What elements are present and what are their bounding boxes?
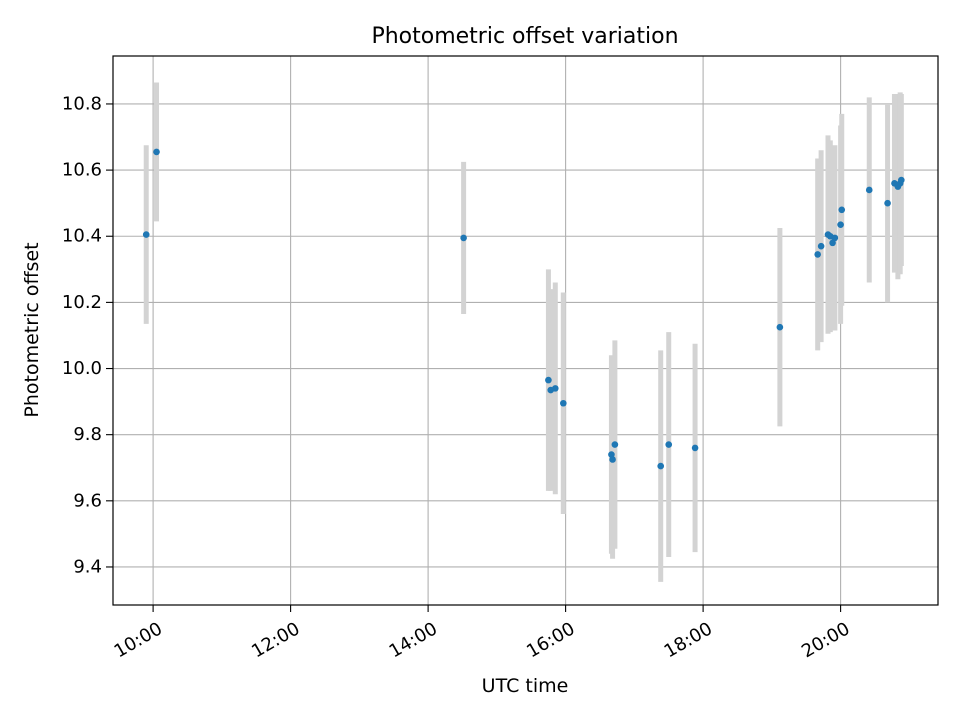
data-point bbox=[551, 385, 559, 392]
y-tick-label: 9.6 bbox=[73, 490, 102, 511]
y-tick-label: 10.4 bbox=[62, 226, 102, 247]
data-point bbox=[837, 221, 844, 228]
y-tick-label: 10.2 bbox=[62, 292, 102, 313]
y-tick-label: 9.4 bbox=[73, 556, 102, 577]
data-point bbox=[142, 231, 150, 238]
data-point bbox=[831, 234, 839, 242]
data-point bbox=[838, 206, 846, 214]
data-point bbox=[665, 441, 673, 448]
data-point bbox=[153, 148, 160, 156]
data-point bbox=[545, 376, 552, 384]
x-axis-label: UTC time bbox=[482, 675, 569, 697]
plot-frame bbox=[112, 55, 939, 606]
data-point-layer bbox=[142, 148, 905, 470]
y-tick-label: 10.6 bbox=[62, 160, 102, 181]
y-tick-label: 9.8 bbox=[73, 424, 102, 445]
data-point bbox=[814, 251, 821, 258]
y-tick-label: 10.0 bbox=[62, 358, 102, 379]
data-point bbox=[829, 239, 836, 247]
data-point bbox=[611, 441, 619, 448]
y-axis-label: Photometric offset bbox=[21, 242, 43, 417]
data-point bbox=[657, 462, 665, 470]
data-point bbox=[817, 242, 825, 250]
data-point bbox=[691, 444, 699, 452]
chart-title: Photometric offset variation bbox=[371, 24, 678, 49]
data-point bbox=[609, 456, 616, 463]
y-tick-label: 10.8 bbox=[62, 93, 102, 114]
data-point bbox=[460, 234, 467, 242]
data-point bbox=[776, 323, 784, 331]
data-point bbox=[865, 186, 873, 194]
data-point bbox=[884, 199, 891, 207]
data-point bbox=[898, 176, 905, 184]
data-point bbox=[608, 451, 615, 458]
data-point bbox=[560, 399, 567, 407]
